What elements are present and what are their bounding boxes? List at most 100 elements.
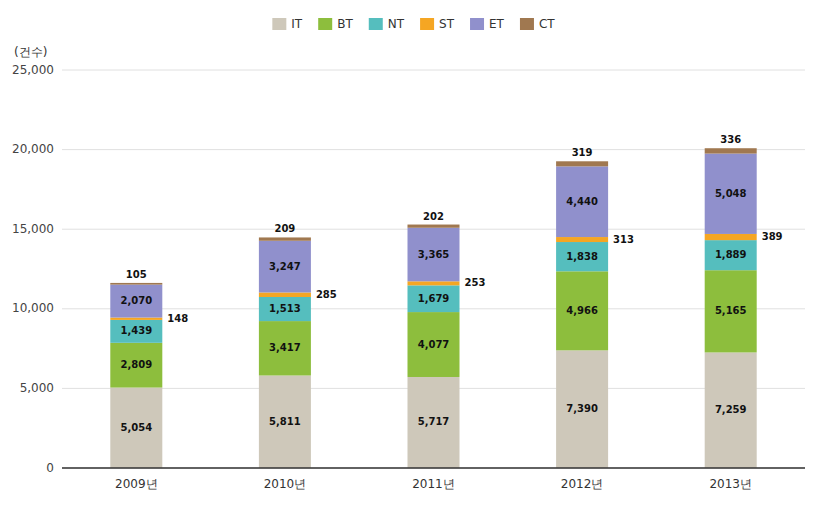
data-label: 7,390 [566, 403, 598, 414]
bar-segment [556, 161, 608, 166]
data-label: 1,889 [715, 249, 747, 260]
bar-segment [705, 154, 757, 234]
data-label: 3,247 [269, 261, 301, 272]
data-label: 4,966 [566, 305, 598, 316]
bar-segment [407, 228, 459, 282]
bar-segment [110, 318, 162, 320]
legend-swatch [272, 18, 286, 30]
bar-segment [407, 281, 459, 285]
data-label: 2,809 [120, 359, 152, 370]
bar-segment [259, 321, 311, 375]
y-axis-label: (건수) [14, 45, 47, 59]
legend-item: ET [470, 17, 505, 31]
x-tick-label: 2009년 [115, 477, 158, 491]
bar-segment [556, 350, 608, 468]
bar-segment [259, 297, 311, 321]
legend-label: ET [489, 17, 505, 31]
y-tick-label: 20,000 [12, 142, 54, 156]
bar-segment [556, 271, 608, 350]
grid-line [62, 468, 805, 469]
bar-segment [259, 292, 311, 297]
bar-segment [407, 225, 459, 228]
grid-line [62, 70, 805, 71]
data-label: 148 [167, 313, 188, 324]
data-label: 7,259 [715, 404, 747, 415]
legend-swatch [369, 18, 383, 30]
bar-segment [259, 375, 311, 468]
bar-segment [556, 166, 608, 237]
grid-line [62, 149, 805, 150]
y-axis: 0 5,000 10,000 15,000 20,000 25,000 [12, 63, 805, 475]
bar-segment [705, 240, 757, 270]
data-label: 2,070 [120, 295, 152, 306]
legend-swatch [318, 18, 332, 30]
x-tick-label: 2011년 [412, 477, 455, 491]
x-axis: 2009년 2010년 2011년 2012년 2013년 [62, 468, 805, 491]
bar-segment [110, 283, 162, 285]
x-axis-line [62, 467, 805, 469]
y-tick-label: 15,000 [12, 222, 54, 236]
bar-segment [259, 241, 311, 293]
data-label: 389 [762, 231, 783, 242]
bar-segment [110, 388, 162, 468]
y-tick-label: 0 [46, 461, 54, 475]
data-label: 1,679 [418, 293, 450, 304]
data-label: 3,417 [269, 342, 301, 353]
bar-segment [705, 234, 757, 240]
legend-label: NT [388, 17, 405, 31]
data-label: 4,440 [566, 196, 598, 207]
data-label: 4,077 [418, 339, 450, 350]
data-label: 313 [613, 234, 634, 245]
x-tick-label: 2013년 [709, 477, 752, 491]
data-label: 5,717 [418, 416, 450, 427]
legend-label: CT [539, 17, 555, 31]
legend-item: NT [369, 17, 405, 31]
data-label: 285 [316, 289, 337, 300]
data-label: 5,054 [120, 422, 152, 433]
data-label: 336 [720, 134, 741, 145]
data-labels: 5,054 5,811 5,717 7,390 7,259 2,809 3,417 4,077… [120, 134, 782, 433]
data-label: 1,838 [566, 251, 598, 262]
y-tick-label: 10,000 [12, 301, 54, 315]
bar-segment [110, 285, 162, 318]
bar-segment [110, 343, 162, 388]
data-label: 3,365 [418, 249, 450, 260]
legend-item: BT [318, 17, 353, 31]
bar-segment [407, 312, 459, 377]
y-tick-label: 25,000 [12, 63, 54, 77]
bar-segment [705, 270, 757, 352]
legend-label: IT [291, 17, 303, 31]
bar-segment [110, 320, 162, 343]
data-label: 105 [126, 269, 147, 280]
bar-segment [556, 242, 608, 271]
bar-segment [705, 352, 757, 468]
bar-segment [705, 148, 757, 153]
y-tick-label: 5,000 [20, 381, 54, 395]
x-tick-label: 2012년 [561, 477, 604, 491]
data-label: 5,811 [269, 416, 301, 427]
legend-item: CT [520, 17, 555, 31]
bar-segment [556, 237, 608, 242]
bar-segment [407, 285, 459, 312]
bar-segment [259, 237, 311, 240]
bar-segment [407, 377, 459, 468]
data-label: 5,048 [715, 188, 747, 199]
legend-swatch [470, 18, 484, 30]
data-label: 202 [423, 211, 444, 222]
legend-swatch [520, 18, 534, 30]
legend-item: IT [272, 17, 303, 31]
data-label: 253 [465, 277, 486, 288]
x-tick-label: 2010년 [264, 477, 307, 491]
legend-swatch [420, 18, 434, 30]
legend: IT BT NT ST ET CT [272, 17, 555, 31]
data-label: 319 [572, 147, 593, 158]
data-label: 5,165 [715, 305, 747, 316]
chart: 05,00010,00015,00020,00025,000(건수)5,0545… [0, 0, 827, 508]
legend-item: ST [420, 17, 455, 31]
bars [110, 148, 756, 468]
data-label: 1,439 [120, 325, 152, 336]
legend-label: ST [439, 17, 455, 31]
data-label: 1,513 [269, 303, 301, 314]
legend-label: BT [337, 17, 353, 31]
data-label: 209 [274, 223, 295, 234]
